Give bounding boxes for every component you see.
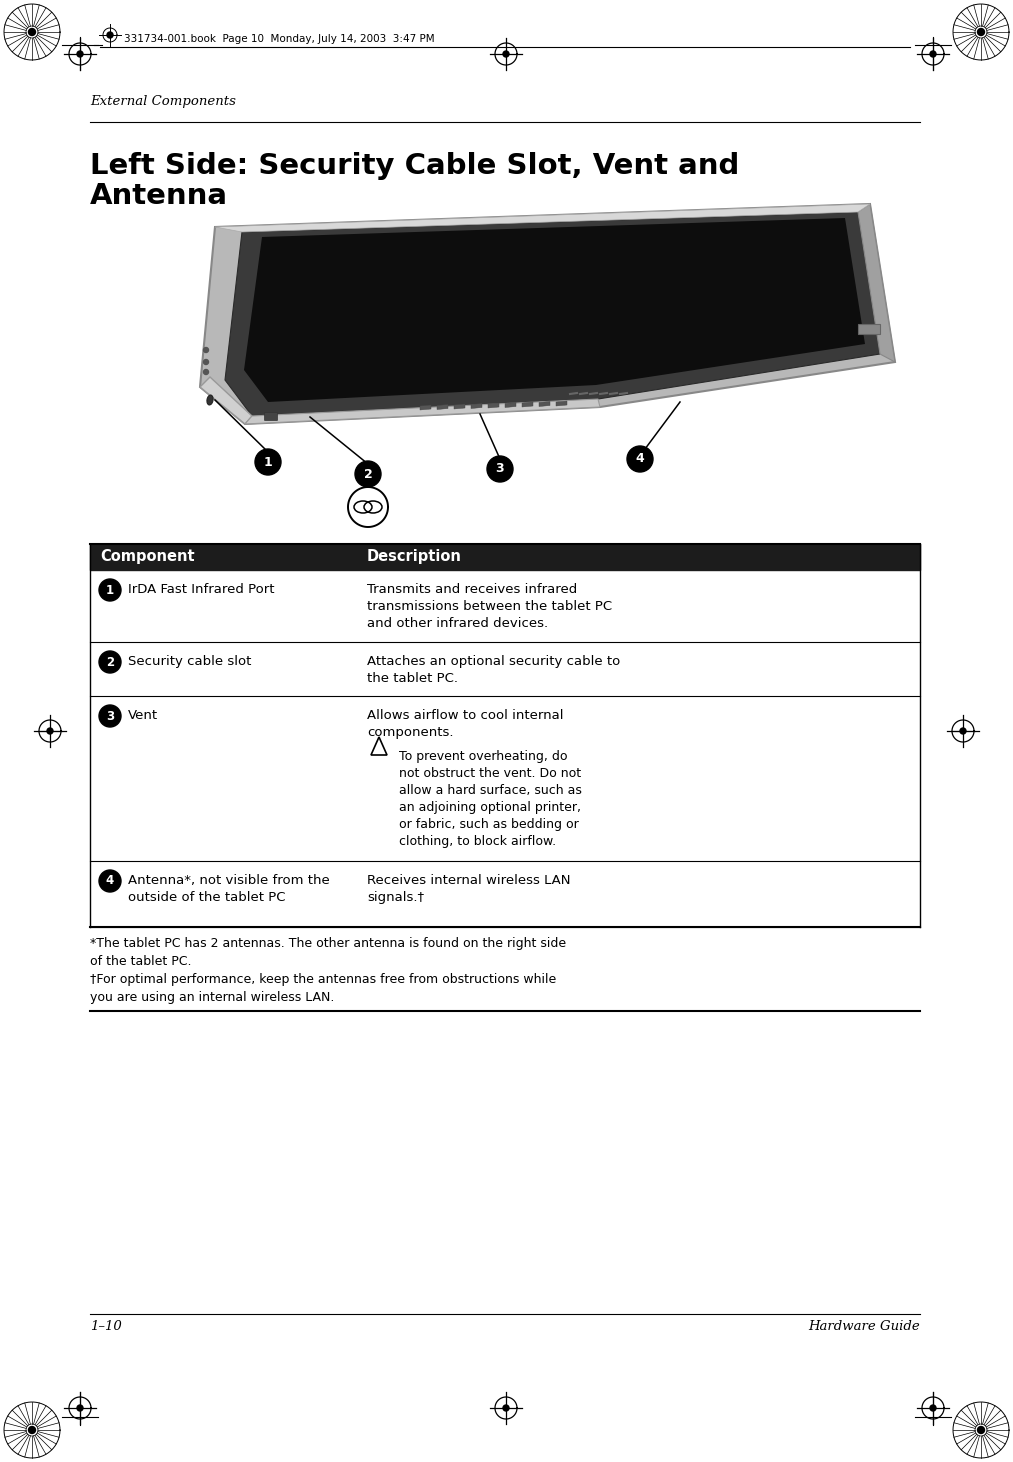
- Polygon shape: [225, 212, 880, 417]
- Text: 1–10: 1–10: [90, 1320, 122, 1333]
- Circle shape: [99, 870, 121, 892]
- Text: To prevent overheating, do
not obstruct the vent. Do not
allow a hard surface, s: To prevent overheating, do not obstruct …: [399, 750, 581, 848]
- Polygon shape: [245, 399, 600, 424]
- Circle shape: [204, 348, 209, 352]
- Circle shape: [77, 1405, 83, 1411]
- Circle shape: [487, 456, 513, 482]
- Polygon shape: [420, 405, 431, 409]
- Text: Receives internal wireless LAN
signals.†: Receives internal wireless LAN signals.†: [367, 874, 570, 904]
- Text: 331734-001.book  Page 10  Monday, July 14, 2003  3:47 PM: 331734-001.book Page 10 Monday, July 14,…: [124, 34, 435, 44]
- Circle shape: [255, 449, 281, 475]
- FancyBboxPatch shape: [90, 861, 920, 927]
- Circle shape: [204, 370, 209, 374]
- Polygon shape: [488, 404, 499, 408]
- FancyBboxPatch shape: [90, 642, 920, 696]
- Text: 1: 1: [106, 583, 114, 596]
- Text: 4: 4: [635, 453, 644, 465]
- Text: Vent: Vent: [128, 709, 158, 722]
- Circle shape: [99, 705, 121, 727]
- Circle shape: [99, 651, 121, 673]
- Polygon shape: [522, 402, 533, 406]
- Text: Allows airflow to cool internal
components.: Allows airflow to cool internal componen…: [367, 709, 563, 738]
- Polygon shape: [454, 404, 465, 409]
- Text: External Components: External Components: [90, 95, 236, 108]
- FancyBboxPatch shape: [264, 412, 278, 421]
- Circle shape: [627, 446, 653, 472]
- Text: †For optimal performance, keep the antennas free from obstructions while
you are: †For optimal performance, keep the anten…: [90, 974, 556, 1004]
- Text: Antenna*, not visible from the
outside of the tablet PC: Antenna*, not visible from the outside o…: [128, 874, 330, 904]
- Text: Attaches an optional security cable to
the tablet PC.: Attaches an optional security cable to t…: [367, 655, 620, 686]
- Polygon shape: [505, 402, 516, 408]
- Polygon shape: [858, 205, 895, 363]
- Circle shape: [503, 1405, 509, 1411]
- Circle shape: [355, 461, 381, 487]
- Circle shape: [47, 728, 53, 734]
- Text: 2: 2: [364, 468, 373, 481]
- Polygon shape: [437, 405, 448, 409]
- FancyBboxPatch shape: [90, 544, 920, 570]
- FancyBboxPatch shape: [90, 696, 920, 861]
- Circle shape: [107, 32, 113, 38]
- Text: *The tablet PC has 2 antennas. The other antenna is found on the right side
of t: *The tablet PC has 2 antennas. The other…: [90, 937, 566, 968]
- Polygon shape: [539, 402, 550, 406]
- Text: 2: 2: [106, 655, 114, 668]
- Circle shape: [978, 28, 985, 35]
- Text: IrDA Fast Infrared Port: IrDA Fast Infrared Port: [128, 583, 275, 596]
- Ellipse shape: [207, 395, 213, 405]
- Text: 4: 4: [106, 874, 114, 887]
- Text: Left Side: Security Cable Slot, Vent and: Left Side: Security Cable Slot, Vent and: [90, 152, 739, 180]
- Circle shape: [204, 360, 209, 364]
- Text: 1: 1: [263, 456, 272, 468]
- Circle shape: [503, 51, 509, 57]
- Text: 3: 3: [495, 462, 504, 475]
- Circle shape: [930, 51, 936, 57]
- Text: Transmits and receives infrared
transmissions between the tablet PC
and other in: Transmits and receives infrared transmis…: [367, 583, 612, 630]
- Circle shape: [978, 1427, 985, 1434]
- Circle shape: [960, 728, 966, 734]
- Text: 3: 3: [106, 709, 114, 722]
- Polygon shape: [471, 404, 482, 408]
- Circle shape: [77, 51, 83, 57]
- Circle shape: [28, 1427, 35, 1434]
- Circle shape: [99, 579, 121, 601]
- Polygon shape: [556, 401, 567, 406]
- FancyBboxPatch shape: [90, 570, 920, 642]
- Text: Component: Component: [100, 550, 194, 564]
- Polygon shape: [200, 377, 252, 424]
- Text: Antenna: Antenna: [90, 181, 228, 211]
- Text: Security cable slot: Security cable slot: [128, 655, 251, 668]
- Text: Description: Description: [367, 550, 462, 564]
- Circle shape: [930, 1405, 936, 1411]
- Text: Hardware Guide: Hardware Guide: [808, 1320, 920, 1333]
- Polygon shape: [244, 218, 865, 402]
- FancyBboxPatch shape: [858, 325, 880, 333]
- Polygon shape: [215, 205, 870, 232]
- Polygon shape: [200, 205, 895, 424]
- Circle shape: [28, 28, 35, 35]
